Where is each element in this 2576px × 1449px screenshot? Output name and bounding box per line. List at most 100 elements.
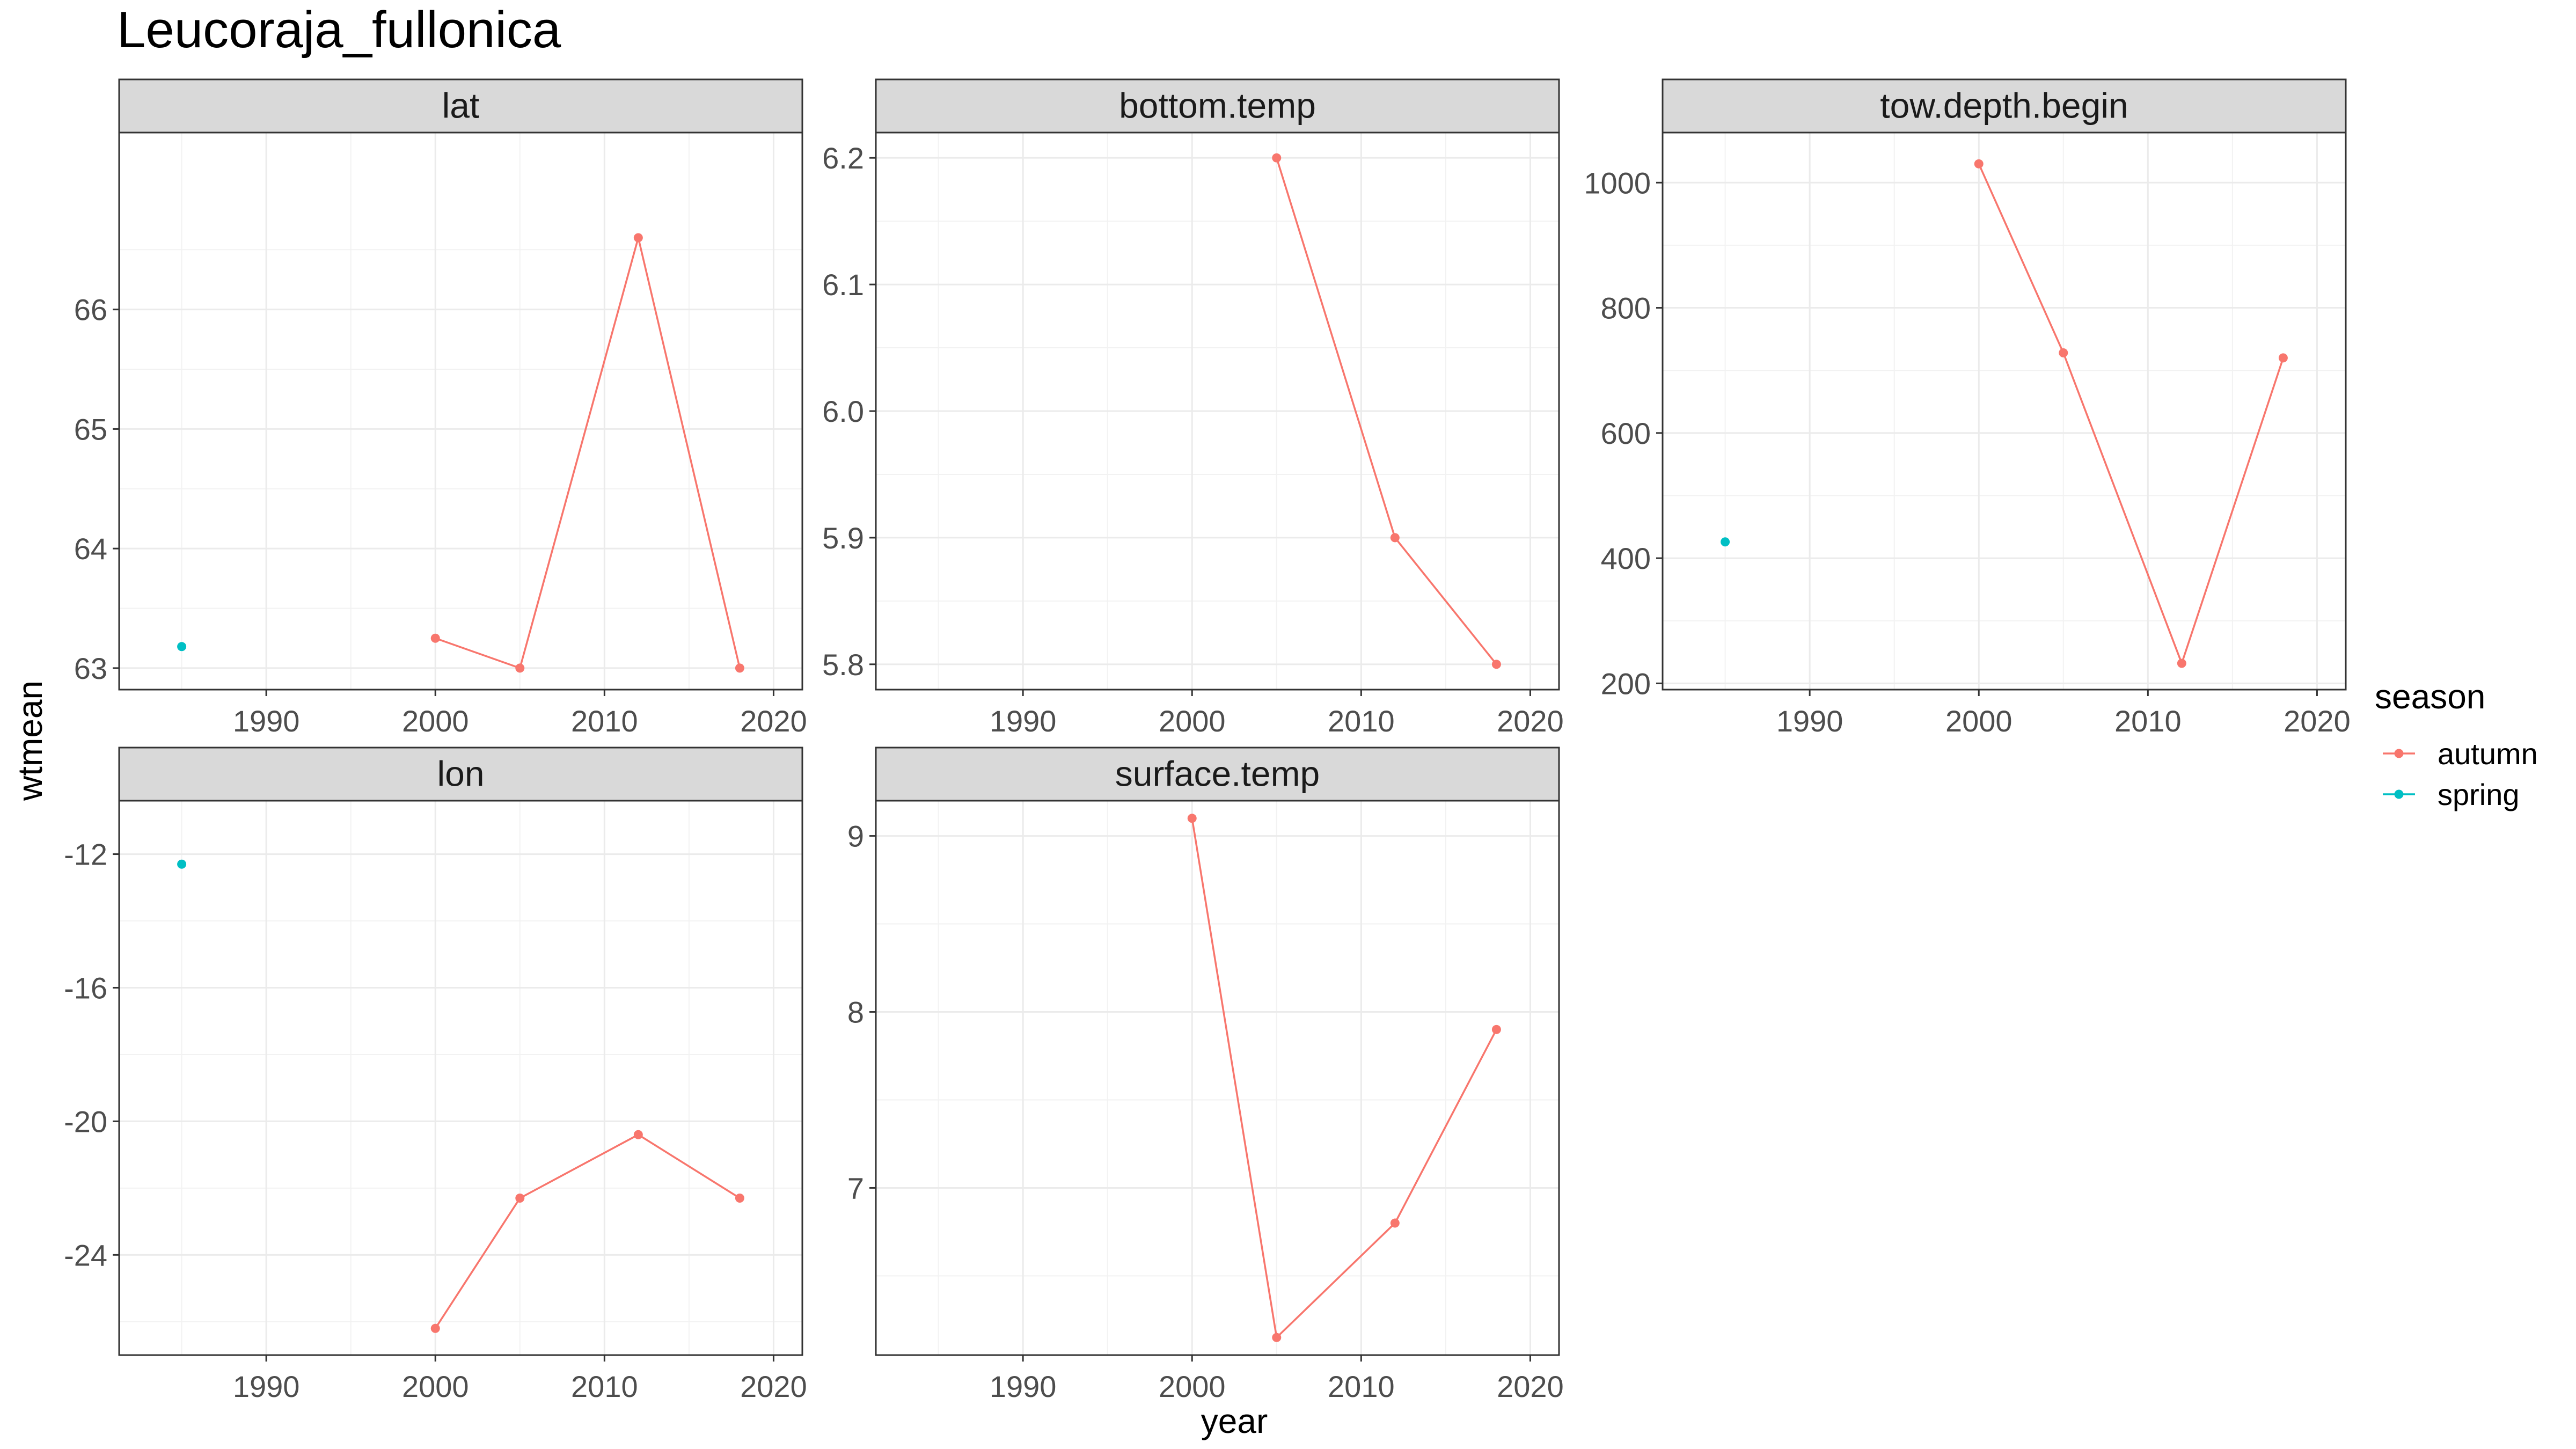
- y-tick-label: 65: [74, 412, 107, 446]
- panel-tow-depth-begin: tow.depth.begin 200 400 600 800 1000 1990 2000 2…: [1584, 78, 2351, 738]
- x-axis-tow-depth-begin: 1990 2000 2010 2020: [1776, 690, 2351, 738]
- series-line-autumn: [434, 1133, 741, 1329]
- panel-border-surface-temp: [875, 800, 1560, 1356]
- x-axis-bottom-temp: 1990 2000 2010 2020: [990, 690, 1564, 738]
- facet-panels: lat 63 64 65 66 1990 2000 2010 2020 bottom.temp 5.…: [64, 78, 2351, 1403]
- plot-title: Leucoraja_fullonica: [117, 1, 561, 58]
- data-point-autumn: [430, 633, 440, 643]
- y-tick-label: -12: [64, 838, 107, 872]
- data-point-spring: [177, 859, 187, 869]
- gridlines-lon: [119, 801, 802, 1355]
- data-point-autumn: [1390, 533, 1400, 543]
- panel-lat: lat 63 64 65 66 1990 2000 2010 2020: [74, 78, 807, 738]
- x-tick-label: 2010: [571, 704, 638, 738]
- x-axis-surface-temp: 1990 2000 2010 2020: [990, 1355, 1564, 1403]
- data-point-autumn: [515, 1194, 525, 1203]
- data-point-spring: [177, 642, 187, 652]
- y-tick-label: 66: [74, 293, 107, 327]
- facet-label-tow-depth-begin: tow.depth.begin: [1880, 86, 2128, 126]
- x-axis-lat: 1990 2000 2010 2020: [233, 690, 807, 738]
- x-tick-label: 1990: [233, 1370, 300, 1403]
- data-point-autumn: [1187, 814, 1197, 823]
- y-tick-label: -20: [64, 1104, 107, 1138]
- legend-label: autumn: [2438, 737, 2538, 771]
- y-axis-bottom-temp: 5.8 5.9 6.0 6.1 6.2: [822, 141, 876, 682]
- y-tick-label: 1000: [1584, 166, 1651, 200]
- legend: season autumn spring: [2375, 677, 2538, 811]
- series-spring-lat: [177, 642, 187, 652]
- data-point-autumn: [515, 663, 525, 673]
- panel-border-tow-depth-begin: [1662, 131, 2347, 691]
- data-point-autumn: [633, 233, 643, 243]
- panel-lon: lon -24 -20 -16 -12 1990 2000 2010 2020: [64, 747, 807, 1403]
- x-tick-label: 1990: [990, 704, 1057, 738]
- series-line-autumn: [1191, 818, 1497, 1340]
- y-tick-label: 800: [1601, 291, 1651, 325]
- facet-strip-bottom-temp: [875, 78, 1560, 134]
- data-point-autumn: [430, 1323, 440, 1333]
- y-axis-tow-depth-begin: 200 400 600 800 1000: [1584, 166, 1663, 700]
- y-tick-label: 6.1: [822, 268, 864, 302]
- panel-border-bottom-temp: [875, 131, 1560, 691]
- legend-item-autumn: autumn: [2383, 737, 2538, 771]
- legend-title: season: [2375, 677, 2485, 716]
- series-line-autumn: [435, 237, 741, 670]
- facet-label-surface-temp: surface.temp: [1115, 754, 1320, 794]
- data-point-autumn: [735, 663, 744, 673]
- facet-label-lat: lat: [442, 86, 480, 126]
- series-autumn-lat: [430, 233, 744, 673]
- legend-entries: autumn spring: [2383, 737, 2538, 811]
- series-autumn-bottom-temp: [1272, 153, 1501, 669]
- y-tick-label: 6.0: [822, 394, 864, 428]
- x-axis-lon: 1990 2000 2010 2020: [233, 1355, 807, 1403]
- series-autumn-lon: [430, 1130, 744, 1333]
- x-tick-label: 2010: [1328, 704, 1395, 738]
- facet-strip-surface-temp: [875, 747, 1560, 802]
- data-point-autumn: [735, 1194, 744, 1203]
- data-point-autumn: [2059, 348, 2068, 358]
- series-autumn-surface-temp: [1187, 814, 1501, 1342]
- panel-bottom-temp: bottom.temp 5.8 5.9 6.0 6.1 6.2 1990 2000 2010 20…: [822, 78, 1564, 738]
- y-axis-surface-temp: 7 8 9: [847, 819, 876, 1205]
- x-tick-label: 2000: [402, 704, 469, 738]
- gridlines-tow-depth-begin: [1663, 133, 2346, 690]
- panel-border-lon: [118, 800, 803, 1356]
- y-axis-lon: -24 -20 -16 -12: [64, 838, 119, 1272]
- x-tick-label: 2010: [1328, 1370, 1395, 1403]
- y-tick-label: 64: [74, 532, 107, 566]
- y-tick-label: 9: [847, 819, 864, 853]
- y-tick-label: 63: [74, 652, 107, 685]
- panel-surface-temp: surface.temp 7 8 9 1990 2000 2010 2020: [847, 747, 1564, 1403]
- x-tick-label: 2020: [2284, 704, 2351, 738]
- y-tick-label: -16: [64, 971, 107, 1005]
- y-tick-label: 600: [1601, 416, 1651, 450]
- y-axis-lat: 63 64 65 66: [74, 293, 119, 685]
- gridlines-lat: [119, 133, 802, 690]
- x-tick-label: 2020: [1497, 1370, 1564, 1403]
- series-autumn-tow-depth-begin: [1974, 159, 2288, 668]
- y-tick-label: 6.2: [822, 141, 864, 175]
- x-tick-label: 2020: [1497, 704, 1564, 738]
- series-spring-tow-depth-begin: [1721, 537, 1730, 547]
- data-point-autumn: [1974, 159, 1984, 169]
- x-tick-label: 1990: [990, 1370, 1057, 1403]
- y-tick-label: 8: [847, 996, 864, 1029]
- x-tick-label: 2020: [740, 1370, 807, 1403]
- x-tick-label: 2000: [1945, 704, 2012, 738]
- facet-label-lon: lon: [437, 754, 484, 794]
- data-point-autumn: [1491, 660, 1501, 669]
- y-tick-label: 5.8: [822, 648, 864, 682]
- gridlines-bottom-temp: [876, 133, 1559, 690]
- y-tick-label: -24: [64, 1238, 107, 1272]
- data-point-autumn: [1390, 1218, 1400, 1228]
- legend-item-spring: spring: [2383, 778, 2520, 811]
- data-point-autumn: [2278, 353, 2288, 363]
- facet-strip-lat: [118, 78, 803, 134]
- x-tick-label: 2000: [402, 1370, 469, 1403]
- data-point-autumn: [1272, 1333, 1282, 1342]
- y-tick-label: 7: [847, 1171, 864, 1205]
- y-tick-label: 200: [1601, 667, 1651, 700]
- x-axis-title: year: [1201, 1402, 1268, 1440]
- y-axis-title: wtmean: [11, 680, 49, 801]
